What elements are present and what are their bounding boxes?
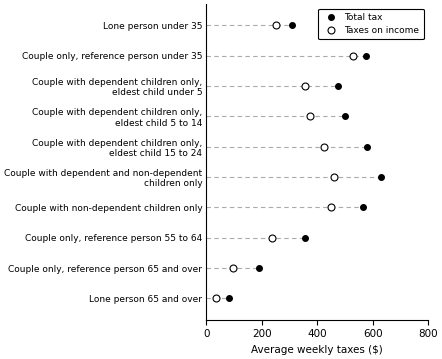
X-axis label: Average weekly taxes ($): Average weekly taxes ($) (251, 345, 383, 355)
Legend: Total tax, Taxes on income: Total tax, Taxes on income (318, 9, 423, 39)
